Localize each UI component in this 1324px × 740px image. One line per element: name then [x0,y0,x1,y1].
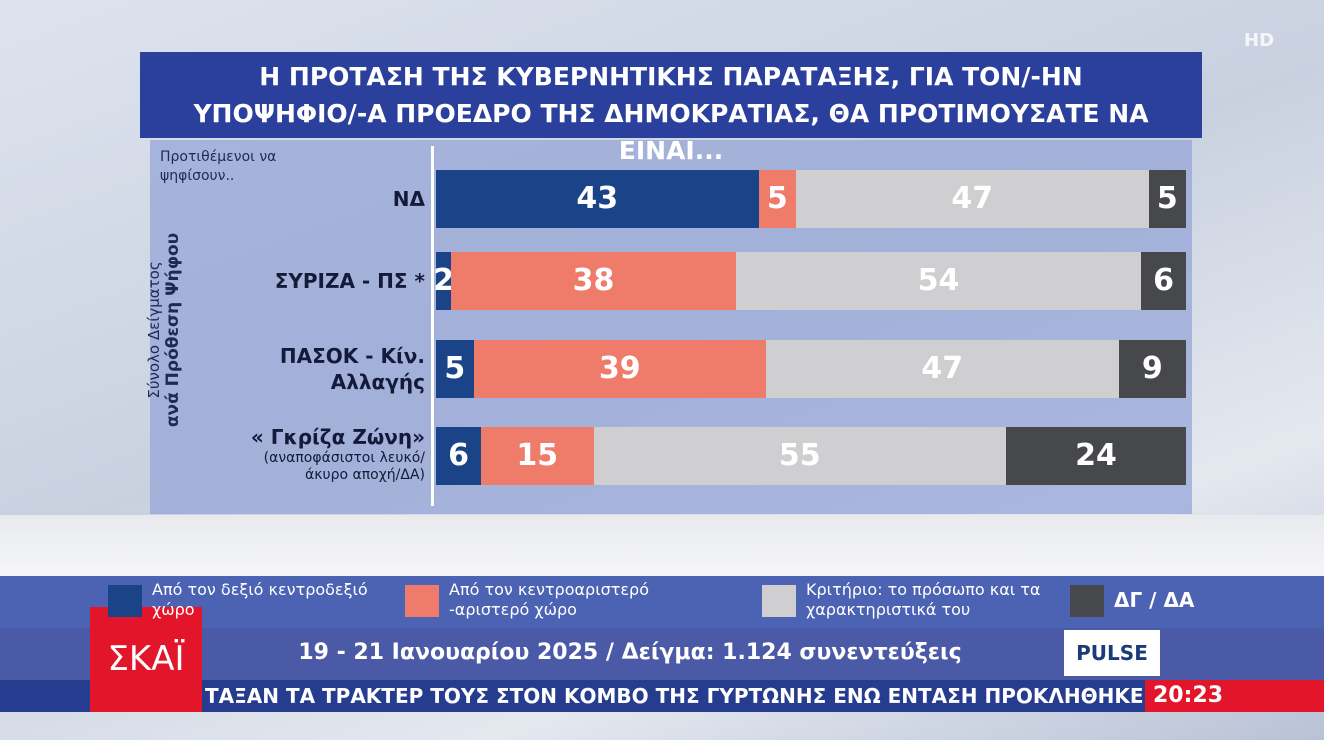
time-box: 20:23 [1145,680,1324,712]
divider [431,146,434,506]
side-label: Σύνολο Δείγματος [145,261,163,399]
category-note: (αναποφάσιστοι λευκό/άκυρο αποχή/ΔΑ) [263,450,425,483]
bar-segment [1141,252,1186,310]
value-label: 43 [576,181,619,216]
side-label: ανά Πρόθεση Ψήφου [163,232,183,428]
value-label: 24 [1075,438,1117,473]
bar-segment [593,427,1006,485]
value-label: 55 [778,438,821,473]
value-label: 5 [444,351,466,386]
legend-swatch [1070,585,1104,617]
side-label-box: Σύνολο Δείγματος ανά Πρόθεση Ψήφου [145,220,205,440]
category-label: ΠΑΣΟΚ - Κίν. Αλλαγής [279,344,425,394]
bar-segment [1148,170,1186,228]
ticker-text: ΤΑΞΑΝ ΤΑ ΤΡΑΚΤΕΡ ΤΟΥΣ ΣΤΟΝ ΚΟΜΒΟ ΤΗΣ ΓΥΡ… [205,684,1145,708]
legend-swatch [762,585,796,617]
value-label: 47 [951,181,994,216]
bar-segment [436,252,451,310]
value-label: 47 [921,351,964,386]
legend-swatch [405,585,439,617]
legend-swatch [108,585,142,617]
bar-segment [766,340,1119,398]
legend-label: Κριτήριο: το πρόσωπο και τα χαρακτηριστι… [806,580,1041,619]
value-label: 5 [1156,181,1178,216]
category-label: « Γκρίζα Ζώνη» [250,425,425,449]
ticker-band [0,680,1324,712]
bar-segment [451,252,736,310]
channel-logo: ΣΚΑΪ [90,607,202,712]
value-label: 6 [1153,263,1174,298]
bar-segment [473,340,766,398]
value-label: 6 [448,438,469,473]
bar-segment [436,170,759,228]
category-header: Προτιθέμενοι να ψηφίσουν.. [160,149,277,184]
footer-text: 19 - 21 Ιανουαρίου 2025 / Δείγμα: 1.124 … [298,640,962,665]
value-label: 38 [572,263,615,298]
value-label: 15 [516,438,559,473]
bar-segment [436,427,481,485]
legend-label: ΔΓ / ΔΑ [1114,588,1195,612]
value-label: 9 [1141,351,1163,386]
value-label: 2 [433,263,454,298]
category-label: ΝΔ [392,187,425,211]
value-label: 5 [766,181,788,216]
bar-segment [1006,427,1186,485]
bar-segment [758,170,796,228]
bar-segment [436,340,474,398]
title-box: Η ΠΡΟΤΑΣΗ ΤΗΣ ΚΥΒΕΡΝΗΤΙΚΗΣ ΠΑΡΑΤΑΞΗΣ, ΓΙ… [140,52,1202,165]
legend-label: Από τον κεντροαριστερό -αριστερό χώρο [449,580,649,619]
pollster-logo: PULSE [1064,630,1160,676]
quality-badge: HD [1244,30,1275,51]
floor [0,515,1324,580]
bar-segment [796,170,1149,228]
value-label: 39 [598,351,641,386]
legend-label: Από τον δεξιό κεντροδεξιό χώρο [152,580,368,619]
value-label: 54 [917,263,960,298]
bar-segment [481,427,594,485]
bar-segment [736,252,1141,310]
bar-segment [1118,340,1186,398]
category-label: ΣΥΡΙΖΑ - ΠΣ * [274,269,425,293]
